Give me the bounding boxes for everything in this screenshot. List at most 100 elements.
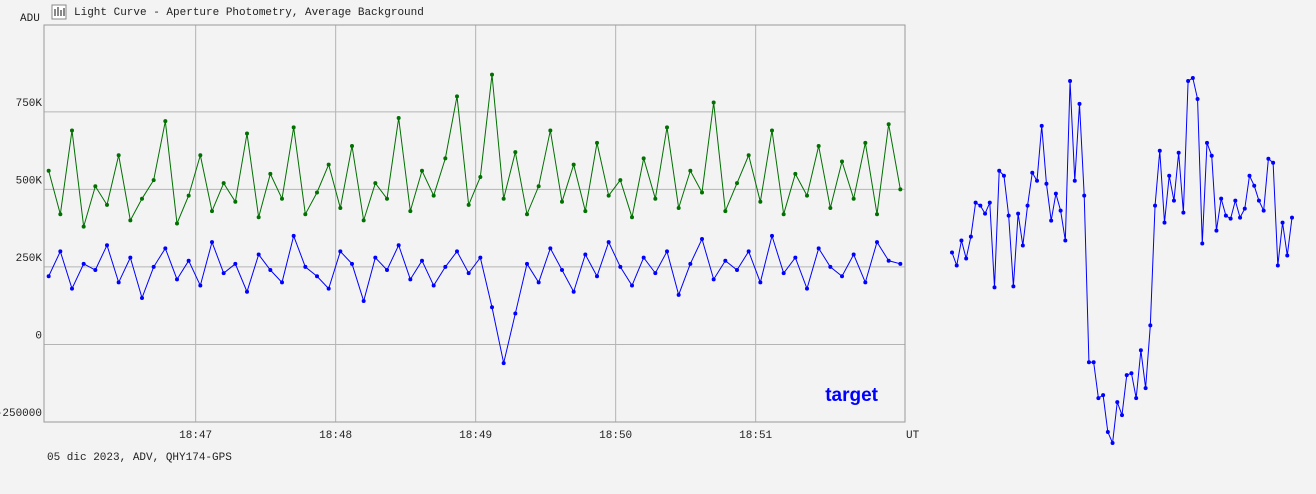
- data-point: [455, 249, 459, 254]
- data-point: [992, 285, 997, 290]
- data-point: [46, 274, 51, 279]
- data-point: [1120, 413, 1124, 418]
- data-point: [770, 233, 774, 238]
- data-point: [501, 361, 506, 366]
- data-point: [466, 271, 471, 276]
- data-point: [665, 249, 669, 254]
- data-point: [1058, 208, 1063, 213]
- plot-border: [43, 24, 906, 423]
- data-point: [431, 283, 436, 288]
- data-point: [735, 268, 739, 273]
- data-point: [93, 268, 98, 273]
- data-point: [1049, 218, 1054, 223]
- data-point: [385, 196, 389, 201]
- data-point: [793, 171, 798, 176]
- data-point: [816, 246, 821, 251]
- x-axis-label: UT: [906, 430, 920, 442]
- data-point: [954, 263, 959, 268]
- data-point: [886, 122, 891, 127]
- data-point: [478, 255, 483, 260]
- data-point: [490, 72, 494, 77]
- data-point: [571, 289, 576, 294]
- data-point: [1200, 241, 1205, 246]
- data-point: [735, 181, 739, 186]
- data-point: [1068, 78, 1073, 83]
- data-point: [770, 128, 774, 133]
- data-point: [1011, 284, 1016, 289]
- data-point: [1082, 193, 1087, 198]
- data-point: [1233, 198, 1238, 203]
- data-point: [175, 221, 179, 226]
- data-point: [280, 280, 284, 285]
- data-point: [1252, 183, 1257, 188]
- data-point: [46, 168, 51, 173]
- data-point: [959, 238, 964, 243]
- data-point: [408, 277, 413, 282]
- data-point: [781, 271, 786, 276]
- data-point: [700, 237, 704, 242]
- data-point: [1030, 170, 1035, 175]
- data-point: [1223, 213, 1228, 218]
- data-point: [1044, 181, 1049, 186]
- data-point: [1077, 101, 1082, 106]
- data-point: [1228, 216, 1233, 221]
- data-point: [210, 240, 214, 245]
- data-point: [1096, 396, 1101, 401]
- data-point: [816, 143, 821, 148]
- data-point: [163, 246, 168, 251]
- data-point: [863, 140, 868, 145]
- data-point: [1271, 160, 1276, 165]
- data-point: [1101, 393, 1106, 398]
- data-point: [688, 168, 693, 173]
- data-point: [1176, 150, 1181, 155]
- data-point: [560, 199, 564, 204]
- data-point: [781, 212, 786, 217]
- data-point: [326, 286, 331, 291]
- data-point: [1238, 215, 1243, 220]
- data-point: [1219, 196, 1224, 201]
- data-point: [361, 299, 366, 304]
- data-point: [303, 212, 308, 217]
- data-point: [1266, 156, 1271, 161]
- data-point: [1006, 213, 1011, 218]
- data-point: [746, 249, 751, 254]
- data-point: [221, 181, 226, 186]
- data-point: [606, 240, 611, 245]
- data-point: [198, 153, 203, 158]
- series-line: [48, 74, 901, 227]
- data-point: [198, 283, 203, 288]
- data-point: [968, 234, 973, 239]
- data-point: [1167, 173, 1172, 178]
- data-point: [1072, 178, 1077, 183]
- data-point: [1157, 148, 1162, 153]
- data-point: [140, 295, 144, 300]
- data-point: [175, 277, 179, 282]
- data-point: [256, 252, 261, 257]
- x-tick-label: 18:47: [179, 430, 212, 442]
- data-point: [583, 252, 588, 257]
- legend-entry: target: [825, 385, 878, 406]
- data-point: [315, 274, 319, 279]
- data-point: [898, 261, 903, 266]
- data-point: [746, 153, 751, 158]
- data-point: [851, 196, 856, 201]
- data-point: [548, 128, 553, 133]
- data-point: [536, 280, 541, 285]
- chart-subtitle: 05 dic 2023, ADV, QHY174-GPS: [47, 452, 232, 464]
- y-tick-label: 750K: [16, 98, 43, 110]
- data-point: [1195, 96, 1200, 101]
- data-point: [676, 205, 681, 210]
- data-point: [1153, 203, 1158, 208]
- data-point: [723, 209, 728, 214]
- data-point: [1129, 371, 1134, 376]
- data-point: [128, 255, 133, 260]
- data-point: [758, 199, 763, 204]
- data-point: [653, 271, 658, 276]
- data-point: [315, 190, 319, 195]
- data-point: [700, 190, 704, 195]
- data-point: [595, 140, 599, 145]
- data-point: [326, 162, 331, 167]
- data-point: [688, 261, 693, 266]
- data-point: [81, 224, 86, 229]
- data-point: [70, 286, 74, 291]
